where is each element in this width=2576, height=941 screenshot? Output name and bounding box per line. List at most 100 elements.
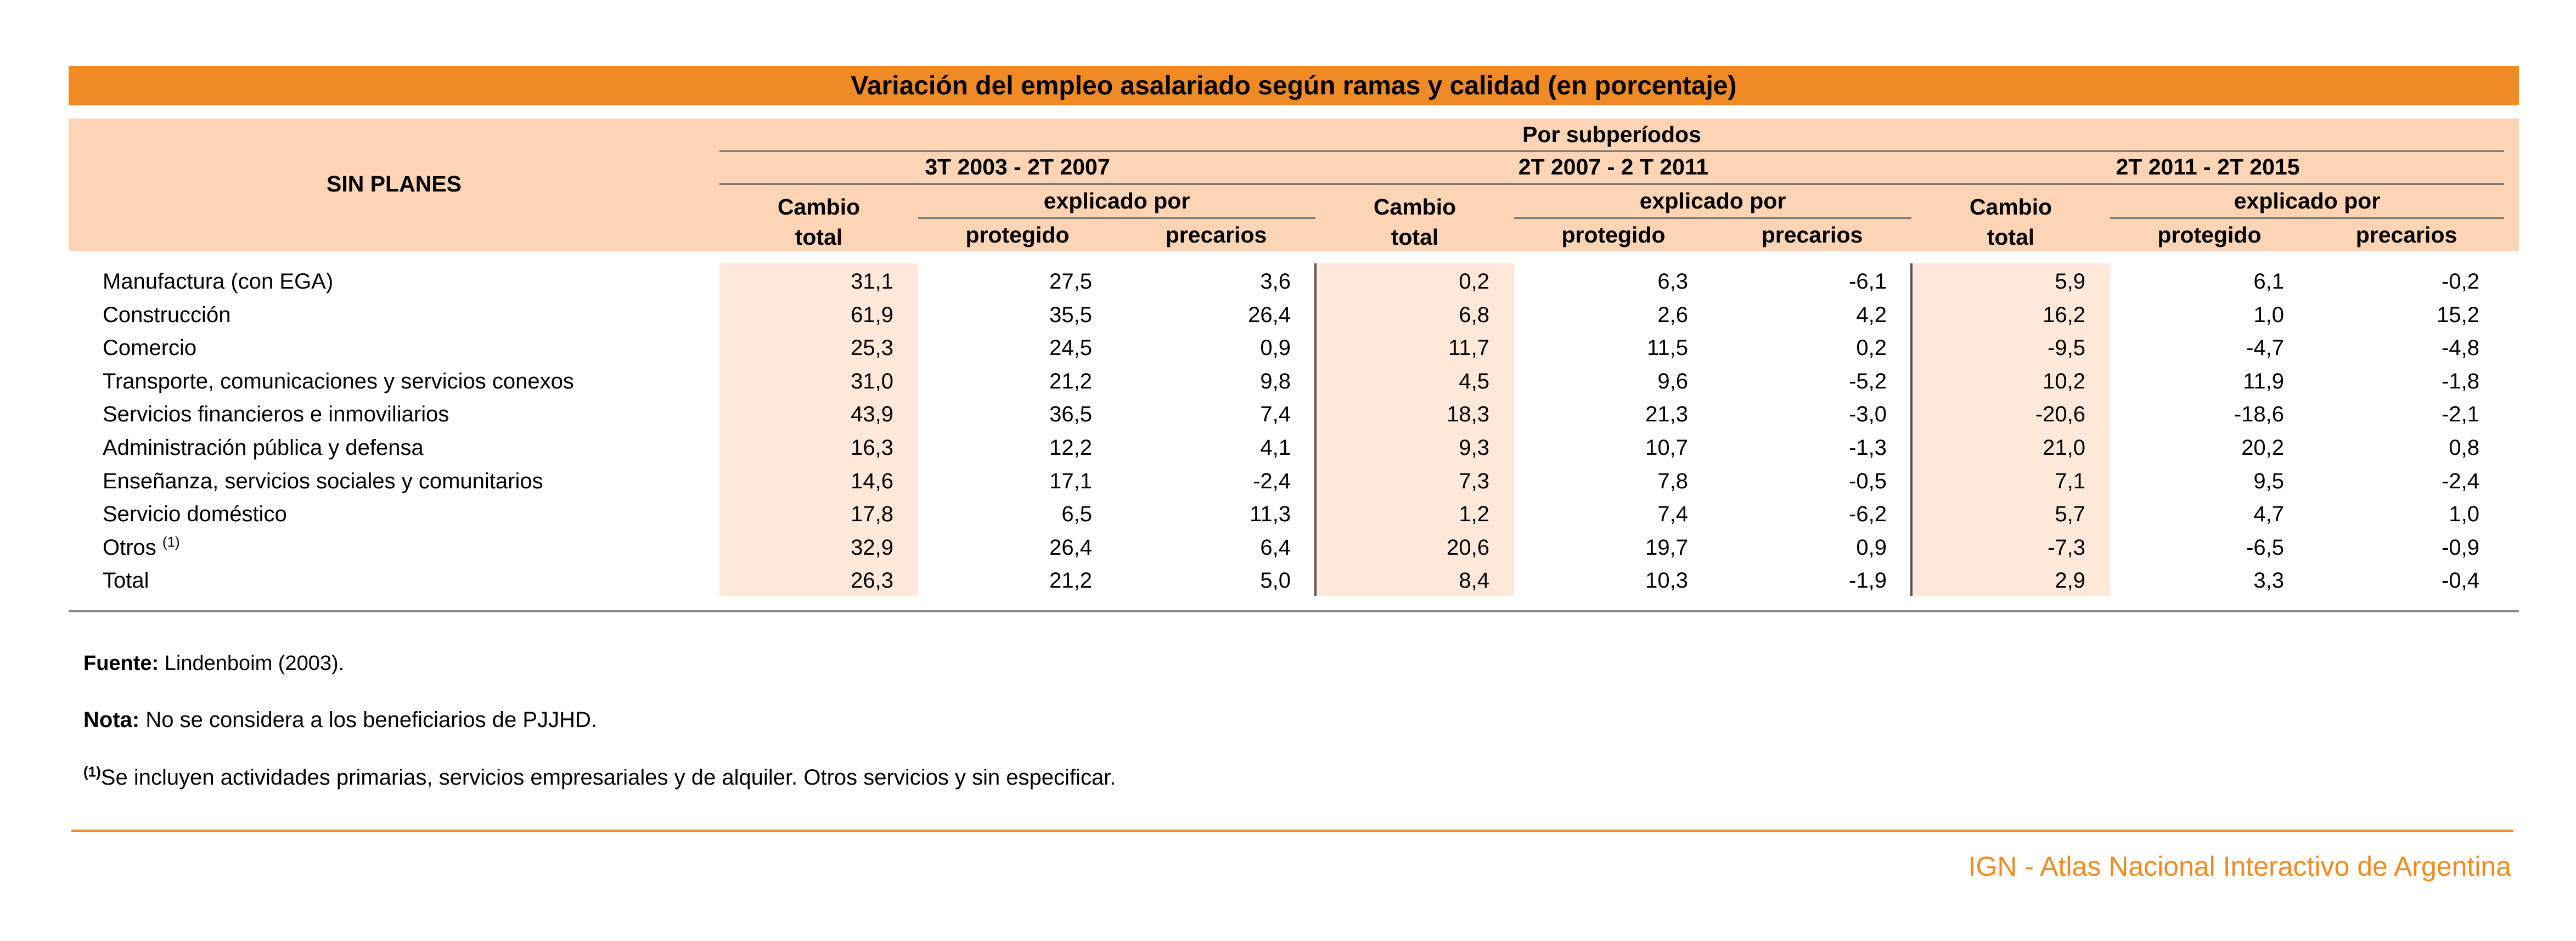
table-cell: 6,4	[1260, 535, 1291, 560]
row-label-text: Transporte, comunicaciones y servicios c…	[103, 369, 574, 393]
table-cell: 9,3	[1459, 436, 1489, 460]
cambio-label: Cambio	[777, 194, 860, 219]
precarios-header-3: precarios	[2355, 222, 2457, 247]
table-cell: 2,6	[1657, 302, 1688, 327]
table-cell: 20,2	[2241, 436, 2284, 460]
period-separator-2	[1910, 263, 1913, 596]
table-cell: -1,9	[1849, 568, 1887, 593]
table-cell: 1,0	[2253, 302, 2284, 327]
table-cell: 18,3	[1447, 402, 1489, 427]
precarios-header-1: precarios	[1165, 222, 1267, 247]
table-cell: 25,3	[851, 336, 893, 360]
row-label-text: Administración pública y defensa	[103, 436, 424, 460]
table-cell: 61,9	[851, 302, 893, 327]
table-cell: 5,9	[2055, 269, 2085, 294]
row-label: Comercio	[103, 337, 196, 359]
cambio-total-header-3: Cambio total	[1911, 192, 2110, 252]
nota-label: Nota:	[83, 708, 140, 732]
row-label: Enseñanza, servicios sociales y comunita…	[103, 470, 543, 492]
table-cell: -3,0	[1849, 402, 1887, 427]
table-cell: 17,8	[851, 502, 893, 527]
total-column-shade-3	[1911, 263, 2110, 596]
cambio-total-header-1: Cambio total	[719, 192, 918, 252]
row-label-text: Enseñanza, servicios sociales y comunita…	[103, 469, 543, 493]
table-cell: 10,7	[1645, 436, 1688, 460]
total-column-shade-2	[1315, 263, 1514, 596]
period-divider	[719, 183, 2504, 185]
table-cell: -0,9	[2442, 535, 2479, 560]
row-label-text: Comercio	[103, 336, 197, 360]
row-header: SIN PLANES	[326, 171, 462, 196]
total-label: total	[1391, 224, 1439, 250]
table-cell: -1,8	[2442, 369, 2479, 393]
explicado-divider-1	[918, 217, 1315, 219]
table-cell: 4,2	[1856, 302, 1887, 327]
row-label: Otros (1)	[103, 534, 180, 560]
total-column-shade-1	[719, 263, 918, 596]
table-title-bar: Variación del empleo asalariado según ra…	[69, 66, 2519, 105]
table-cell: -2,1	[2442, 402, 2479, 427]
table-cell: 5,0	[1260, 568, 1291, 593]
cambio-label: Cambio	[1969, 194, 2052, 219]
row-label-text: Otros	[103, 535, 162, 560]
table-cell: 16,2	[2043, 302, 2085, 327]
table-cell: 8,4	[1459, 568, 1489, 593]
table-cell: -6,2	[1849, 502, 1887, 527]
table-cell: 0,8	[2449, 436, 2479, 460]
explicado-divider-3	[2110, 217, 2504, 219]
footer-brand: IGN - Atlas Nacional Interactivo de Arge…	[1968, 851, 2511, 882]
table-cell: -1,3	[1849, 436, 1887, 460]
table-cell: -9,5	[2048, 336, 2085, 360]
table-cell: 7,1	[2055, 469, 2085, 493]
table-cell: 1,0	[2449, 502, 2479, 527]
table-cell: 24,5	[1049, 336, 1092, 360]
explicado-divider-2	[1514, 217, 1911, 219]
table-cell: -4,8	[2442, 336, 2479, 360]
row-label-text: Servicios financieros e inmoviliarios	[103, 402, 449, 427]
table-cell: 10,2	[2043, 369, 2085, 393]
table-cell: 4,7	[2253, 502, 2284, 527]
table-cell: 31,1	[851, 269, 893, 294]
table-cell: 36,5	[1049, 402, 1092, 427]
table-cell: 17,1	[1049, 469, 1092, 493]
total-label: total	[1987, 224, 2035, 250]
row-label-text: Servicio doméstico	[103, 502, 287, 527]
table-cell: 3,3	[2253, 568, 2284, 593]
table-cell: 27,5	[1049, 269, 1092, 294]
explicado-header-1: explicado por	[1043, 188, 1190, 213]
table-cell: 16,3	[851, 436, 893, 460]
table-cell: 26,4	[1248, 302, 1291, 327]
row-label-text: Total	[103, 568, 149, 593]
table-cell: 21,2	[1049, 568, 1092, 593]
group-header: Por subperíodos	[1522, 122, 1701, 147]
row-label: Servicios financieros e inmoviliarios	[103, 403, 449, 425]
table-cell: 6,5	[1061, 502, 1092, 527]
row-label: Transporte, comunicaciones y servicios c…	[103, 370, 574, 392]
table-cell: 6,1	[2253, 269, 2284, 294]
table-cell: 32,9	[851, 535, 893, 560]
table-cell: 3,6	[1260, 269, 1291, 294]
table-cell: 11,9	[2243, 369, 2284, 393]
table-header	[69, 119, 2519, 251]
table-cell: 0,9	[1856, 535, 1887, 560]
table-cell: 35,5	[1049, 302, 1092, 327]
table-cell: 11,5	[1647, 336, 1688, 360]
footnote-mark: (1)	[83, 763, 101, 780]
header-divider	[719, 150, 2504, 152]
period-header-3: 2T 2011 - 2T 2015	[2116, 154, 2300, 179]
table-cell: 1,2	[1459, 502, 1489, 527]
table-cell: 7,4	[1657, 502, 1688, 527]
period-header-2: 2T 2007 - 2 T 2011	[1518, 154, 1709, 179]
table-cell: -0,5	[1849, 469, 1887, 493]
cambio-total-header-2: Cambio total	[1315, 192, 1514, 252]
row-label: Servicio doméstico	[103, 503, 287, 525]
table-cell: 21,3	[1645, 402, 1688, 427]
table-cell: 5,7	[2055, 502, 2085, 527]
total-label: total	[795, 224, 843, 250]
table-cell: 14,6	[851, 469, 893, 493]
source-text: Lindenboim (2003).	[159, 652, 345, 675]
table-cell: 4,1	[1260, 436, 1291, 460]
period-separator-1	[1314, 263, 1317, 596]
table-cell: 6,3	[1657, 269, 1688, 294]
explicado-header-3: explicado por	[2234, 188, 2381, 213]
